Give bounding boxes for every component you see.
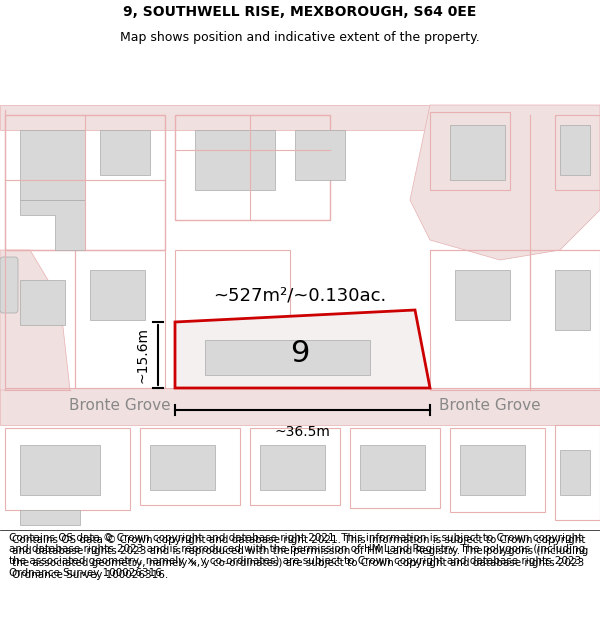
Bar <box>460 445 525 495</box>
Text: Contains OS data © Crown copyright and database right 2021. This information is : Contains OS data © Crown copyright and d… <box>9 533 585 578</box>
Bar <box>360 445 425 490</box>
Text: ~15.6m: ~15.6m <box>136 327 150 383</box>
Bar <box>450 125 505 180</box>
Text: Contains OS data © Crown copyright and database right 2021. This information is : Contains OS data © Crown copyright and d… <box>12 535 588 579</box>
Text: ~36.5m: ~36.5m <box>275 425 331 439</box>
Polygon shape <box>20 200 85 250</box>
Polygon shape <box>175 310 430 388</box>
FancyBboxPatch shape <box>0 257 18 313</box>
Text: 9: 9 <box>290 339 310 367</box>
Bar <box>20 510 80 525</box>
Text: ~527m²/~0.130ac.: ~527m²/~0.130ac. <box>214 286 386 304</box>
Bar <box>0 105 600 130</box>
Bar <box>100 130 150 175</box>
Bar <box>560 125 590 175</box>
Bar <box>150 445 215 490</box>
Bar <box>90 270 145 320</box>
Bar <box>455 270 510 320</box>
Bar <box>195 130 275 190</box>
Bar <box>20 130 85 200</box>
Polygon shape <box>410 105 600 260</box>
Bar <box>295 130 345 180</box>
Text: Bronte Grove: Bronte Grove <box>439 399 541 414</box>
Bar <box>20 280 65 325</box>
Text: Bronte Grove: Bronte Grove <box>69 399 171 414</box>
Text: 9, SOUTHWELL RISE, MEXBOROUGH, S64 0EE: 9, SOUTHWELL RISE, MEXBOROUGH, S64 0EE <box>124 6 476 19</box>
Bar <box>560 450 590 495</box>
Bar <box>20 445 100 495</box>
Bar <box>555 270 590 330</box>
Bar <box>260 445 325 490</box>
Text: Map shows position and indicative extent of the property.: Map shows position and indicative extent… <box>120 31 480 44</box>
Bar <box>0 388 600 425</box>
Bar <box>205 340 370 375</box>
Polygon shape <box>0 250 70 390</box>
